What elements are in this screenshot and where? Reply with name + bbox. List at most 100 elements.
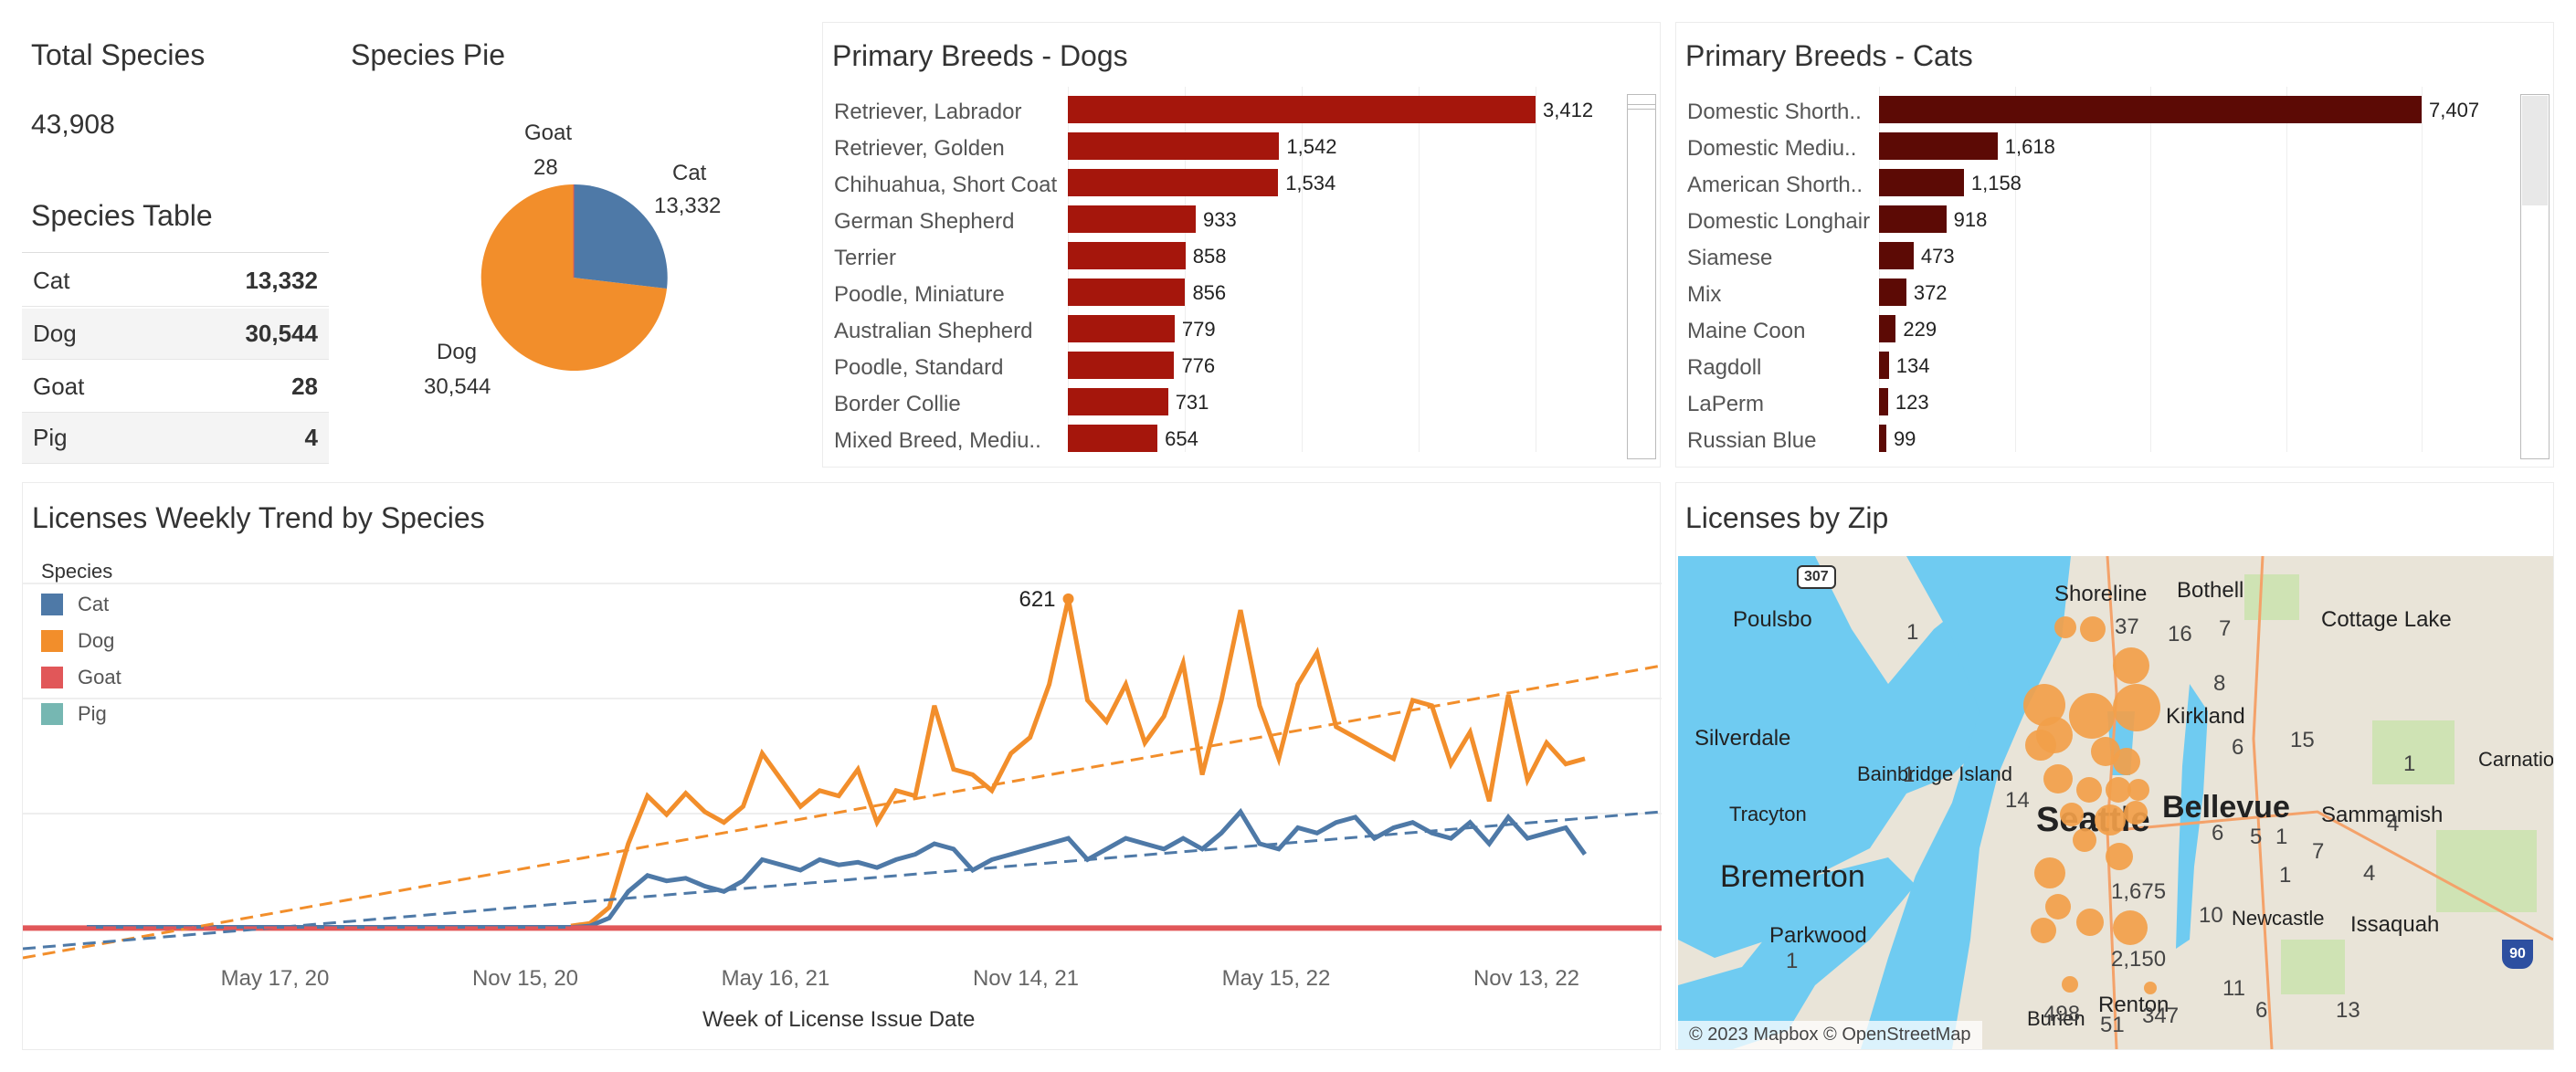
- dog-bar-value: 779: [1181, 318, 1216, 341]
- x-tick-label: Nov 14, 21: [973, 966, 1079, 991]
- zip-bubble[interactable]: [2054, 616, 2076, 638]
- cat-bar[interactable]: [1879, 352, 1889, 379]
- trend-line-chart[interactable]: May 17, 20 Nov 15, 20 May 16, 21 Nov 14, 21…: [23, 483, 1662, 1051]
- zip-bubble[interactable]: [2106, 843, 2133, 870]
- cat-bar-label: Siamese: [1687, 246, 1773, 270]
- zip-bubble[interactable]: [2062, 976, 2078, 993]
- species-pie-title: Species Pie: [351, 38, 505, 71]
- dogs-scrollbar[interactable]: [1627, 94, 1656, 459]
- dog-bar-value: 858: [1192, 245, 1227, 268]
- zip-bubble[interactable]: [2113, 910, 2148, 945]
- zip-bubble[interactable]: [2113, 647, 2149, 684]
- pie-label-dog-name: Dog: [437, 340, 478, 364]
- dog-bar[interactable]: [1068, 242, 1186, 269]
- zip-bubble[interactable]: [2127, 779, 2149, 801]
- zip-bubble[interactable]: [2069, 693, 2115, 739]
- cat-bar-label: Domestic Shorth..: [1687, 100, 1862, 124]
- cat-bar[interactable]: [1879, 315, 1896, 342]
- species-pie-chart[interactable]: [342, 22, 806, 466]
- legend-item-dog[interactable]: Dog: [41, 629, 114, 653]
- cats-scrollbar[interactable]: [2520, 94, 2550, 459]
- x-tick-label: Nov 15, 20: [472, 966, 578, 991]
- cat-bar-value: 134: [1895, 354, 1930, 377]
- pie-slice-dog[interactable]: [480, 184, 667, 371]
- legend-item-goat[interactable]: Goat: [41, 666, 121, 689]
- peak-marker[interactable]: [1062, 593, 1074, 604]
- map-city-bremerton: Bremerton: [1720, 859, 1865, 894]
- cat-bar-value: 7,407: [2429, 99, 2480, 121]
- zip-bubble[interactable]: [2036, 717, 2073, 753]
- cat-bar[interactable]: [1879, 388, 1888, 415]
- dog-bar[interactable]: [1068, 279, 1186, 306]
- dog-bar[interactable]: [1068, 169, 1279, 196]
- cat-bar[interactable]: [1879, 425, 1886, 452]
- route-307-shield: 307: [1797, 565, 1836, 589]
- zip-bubble[interactable]: [2095, 804, 2126, 836]
- zip-bubble[interactable]: [2034, 857, 2065, 888]
- dog-bar[interactable]: [1068, 96, 1536, 123]
- zip-bubble[interactable]: [2080, 616, 2106, 642]
- x-axis-label: Week of License Issue Date: [702, 1007, 976, 1032]
- dog-bar[interactable]: [1068, 425, 1158, 452]
- dog-bar-value: 1,542: [1286, 135, 1337, 158]
- cat-bar-value: 229: [1903, 318, 1937, 341]
- cat-bar[interactable]: [1879, 132, 1998, 160]
- dogs-breeds-title: Primary Breeds - Dogs: [832, 39, 1128, 72]
- cat-bar-value: 1,158: [1970, 172, 2022, 194]
- map-city-cottage-lake: Cottage Lake: [2321, 607, 2452, 632]
- zip-bubble[interactable]: [2076, 909, 2104, 936]
- series-line-cat[interactable]: [570, 807, 1588, 930]
- zip-bubble[interactable]: [2113, 748, 2140, 775]
- pie-slice-cat[interactable]: [574, 184, 668, 289]
- map-attribution[interactable]: © 2023 Mapbox © OpenStreetMap: [1678, 1021, 1982, 1049]
- x-tick-label: May 16, 21: [722, 966, 830, 991]
- map-city-poulsbo: Poulsbo: [1733, 607, 1812, 632]
- species-table-title: Species Table: [31, 199, 213, 232]
- zip-bubble[interactable]: [2045, 894, 2071, 920]
- x-tick-label: May 15, 22: [1222, 966, 1331, 991]
- zip-bubble[interactable]: [2113, 684, 2160, 731]
- zip-bubble[interactable]: [2073, 828, 2096, 852]
- map-city-carnation: Carnation: [2478, 748, 2553, 771]
- pie-label-cat-name: Cat: [672, 161, 707, 185]
- dog-bar[interactable]: [1068, 205, 1196, 233]
- cat-bar[interactable]: [1879, 205, 1947, 233]
- pie-label-dog-value: 30,544: [424, 374, 491, 399]
- map-city-burien: Burien: [2027, 1007, 2085, 1030]
- dog-bar-value: 3,412: [1543, 99, 1594, 121]
- dog-bar[interactable]: [1068, 388, 1168, 415]
- cat-bar[interactable]: [1879, 96, 2422, 123]
- zip-bubble[interactable]: [2106, 777, 2131, 803]
- cat-bar-label: Mix: [1687, 282, 1722, 307]
- map-city-renton: Renton: [2098, 993, 2170, 1017]
- zip-bubble[interactable]: [2144, 982, 2157, 994]
- cat-bar-label: Domestic Mediu..: [1687, 136, 1857, 161]
- legend-item-cat[interactable]: Cat: [41, 593, 109, 616]
- cat-bar[interactable]: [1879, 169, 1964, 196]
- species-pie-panel: Species Pie Goat 28 Cat 13,332 Dog 30,54…: [342, 22, 806, 466]
- cat-bar[interactable]: [1879, 242, 1914, 269]
- dog-bar-value: 933: [1203, 208, 1237, 231]
- map-city-newcastle: Newcastle: [2232, 907, 2325, 930]
- dog-bar-label: Retriever, Golden: [834, 136, 1005, 161]
- dog-bar-label: Poodle, Miniature: [834, 282, 1005, 307]
- cat-bar-label: Maine Coon: [1687, 319, 1806, 343]
- dog-bar[interactable]: [1068, 132, 1280, 160]
- cats-bar-chart: Domestic Shorth.. 7,407 Domestic Mediu.. 1,…: [1676, 87, 2517, 461]
- map-panel: Licenses by Zip Shoreline Bothell Poulsb…: [1675, 482, 2554, 1050]
- dog-bar[interactable]: [1068, 352, 1175, 379]
- legend-item-pig[interactable]: Pig: [41, 702, 107, 726]
- series-line-dog[interactable]: [570, 598, 1586, 929]
- zip-bubble[interactable]: [2124, 801, 2148, 825]
- dog-bar[interactable]: [1068, 315, 1175, 342]
- cat-bar-value: 918: [1953, 208, 1988, 231]
- table-row: Pig 4: [22, 413, 329, 464]
- zip-bubble[interactable]: [2043, 764, 2073, 793]
- zip-map[interactable]: Shoreline Bothell Poulsbo Cottage Lake K…: [1678, 556, 2553, 1049]
- zip-bubble[interactable]: [2060, 803, 2084, 826]
- cat-bar[interactable]: [1879, 279, 1906, 306]
- map-city-issaquah: Issaquah: [2350, 912, 2440, 937]
- cat-bar-value: 473: [1920, 245, 1955, 268]
- zip-bubble[interactable]: [2076, 777, 2102, 803]
- zip-bubble[interactable]: [2031, 918, 2056, 943]
